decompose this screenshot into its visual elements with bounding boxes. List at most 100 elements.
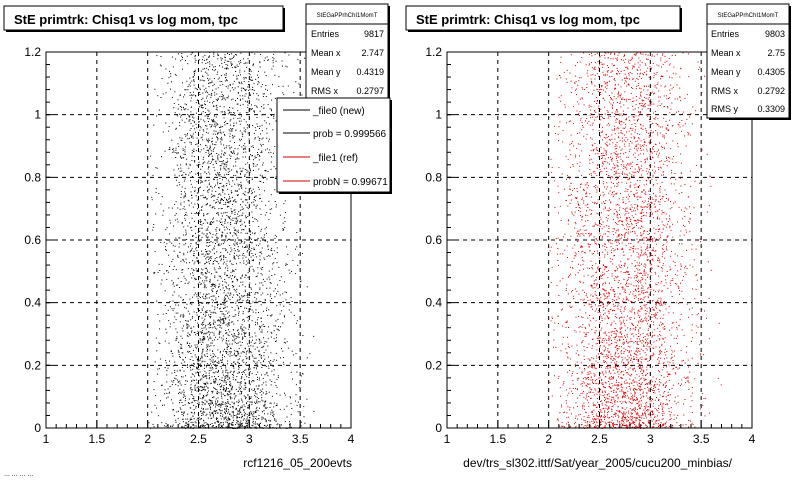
scatter-point [248,415,250,417]
scatter-point [224,272,226,274]
scatter-point [206,245,208,247]
scatter-point [195,242,197,244]
scatter-point [250,256,252,258]
scatter-point [259,180,261,182]
scatter-point [244,289,246,291]
scatter-point [228,201,229,203]
scatter-point [158,342,160,344]
scatter-point [203,287,205,289]
scatter-point [219,80,221,82]
scatter-point [183,275,185,277]
scatter-point [190,111,192,113]
y-tick-label: 0.6 [24,233,41,247]
scatter-point [223,153,225,155]
scatter-point [240,120,242,122]
scatter-point [221,337,223,339]
scatter-point [174,174,176,176]
scatter-point [584,377,586,378]
scatter-point [230,293,232,295]
scatter-point [289,421,290,423]
scatter-point [232,264,234,265]
scatter-point [295,394,297,396]
scatter-point [619,101,621,103]
scatter-point [214,207,216,209]
scatter-point [223,387,225,389]
scatter-point [207,303,209,305]
scatter-point [264,405,266,407]
scatter-point [274,419,275,421]
scatter-point [161,78,163,79]
scatter-point [206,115,208,117]
scatter-point [178,103,180,105]
scatter-point [196,294,198,296]
scatter-point [212,340,214,342]
scatter-point [258,82,260,84]
scatter-point [251,247,253,249]
scatter-point [195,346,197,348]
scatter-point [187,89,189,91]
scatter-point [245,353,247,355]
scatter-point [668,374,670,376]
scatter-point [241,241,243,242]
scatter-point [212,178,214,180]
scatter-point [210,423,211,425]
scatter-point [234,233,236,235]
scatter-point [163,404,165,406]
scatter-point [227,68,229,70]
scatter-point [245,217,247,218]
scatter-point [190,411,192,413]
scatter-point [157,373,158,375]
scatter-point [227,52,228,54]
scatter-point [240,425,242,427]
scatter-point [255,416,257,418]
scatter-point [268,152,270,154]
scatter-point [243,255,245,257]
scatter-point [191,401,193,403]
scatter-point [233,370,235,372]
scatter-point [248,138,250,140]
scatter-point [264,214,266,216]
scatter-point [215,105,217,107]
scatter-point [206,375,208,377]
scatter-point [634,387,636,389]
scatter-point [260,331,262,333]
scatter-point [259,155,260,157]
scatter-point [236,416,238,418]
scatter-point [235,201,237,203]
scatter-point [193,121,195,123]
scatter-point [200,168,202,170]
scatter-point [270,336,272,338]
scatter-point [166,374,168,376]
scatter-point [247,407,249,409]
scatter-point [206,198,208,199]
scatter-point [261,416,263,418]
scatter-point [608,301,610,302]
scatter-point [244,286,246,288]
scatter-point [203,386,205,388]
scatter-point [205,311,207,313]
scatter-point [244,412,246,414]
scatter-point [196,213,198,214]
scatter-point [188,200,190,202]
scatter-point [231,343,233,345]
scatter-point [660,402,662,404]
scatter-point [181,55,183,57]
scatter-point [231,152,233,154]
scatter-point [211,426,213,428]
scatter-point [638,408,640,410]
scatter-point [691,387,693,388]
scatter-point [224,61,226,63]
scatter-point [634,156,636,158]
scatter-point [203,333,205,335]
scatter-point [189,222,190,224]
scatter-point [208,345,210,347]
scatter-point [213,387,215,389]
scatter-point [181,109,182,111]
scatter-point [202,269,204,271]
scatter-point [588,106,590,108]
scatter-point [193,363,195,365]
scatter-point [249,242,251,243]
scatter-point [237,92,239,93]
scatter-point [157,415,159,417]
scatter-point [265,204,267,206]
